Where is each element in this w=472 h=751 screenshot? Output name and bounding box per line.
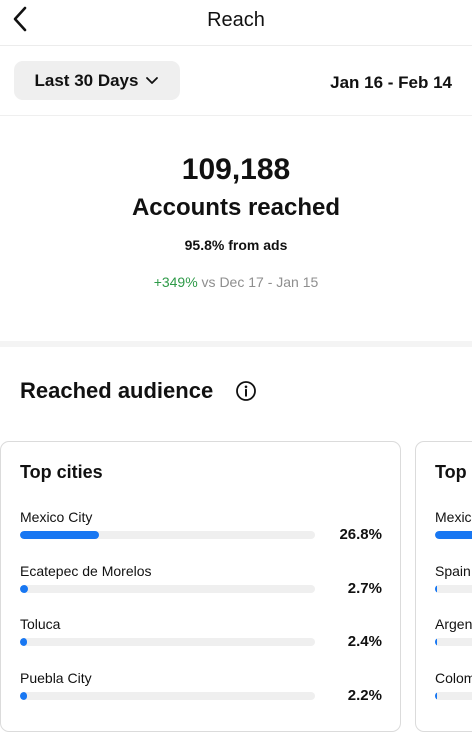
- city-bar-track: [20, 638, 315, 646]
- country-bar-fill: [435, 638, 438, 646]
- chevron-left-icon: [12, 6, 28, 37]
- country-bar-fill: [435, 585, 438, 593]
- country-bar-track: [435, 692, 472, 700]
- section-divider: [0, 341, 472, 347]
- country-row: Spain: [435, 563, 472, 603]
- date-range-label: Last 30 Days: [34, 70, 139, 90]
- accounts-reached-value: 109,188: [181, 153, 291, 186]
- country-bar-track: [435, 585, 472, 593]
- city-name: Toluca: [20, 616, 61, 632]
- city-row: Mexico City 26.8%: [20, 509, 400, 549]
- city-name: Puebla City: [20, 670, 92, 686]
- back-button[interactable]: [8, 6, 32, 36]
- section-title: Reached audience: [20, 378, 214, 403]
- comparison-period: vs Dec 17 - Jan 15: [197, 274, 319, 290]
- city-bar-track: [20, 692, 315, 700]
- reach-summary: 109,188 Accounts reached 95.8% from ads …: [0, 117, 472, 341]
- country-row: Mexic: [435, 509, 472, 549]
- date-range-dropdown[interactable]: Last 30 Days: [14, 61, 180, 100]
- city-row: Ecatepec de Morelos 2.7%: [20, 563, 400, 603]
- city-percent: 2.2%: [347, 687, 382, 704]
- ads-share-text: 95.8% from ads: [184, 237, 288, 253]
- city-bar-fill: [20, 531, 100, 539]
- country-name: Colom: [435, 670, 472, 686]
- country-name: Mexic: [435, 509, 472, 525]
- page-title: Reach: [207, 9, 265, 31]
- country-bar-track: [435, 531, 472, 539]
- city-row: Puebla City 2.2%: [20, 670, 400, 710]
- comparison-text: +349% vs Dec 17 - Jan 15: [0, 274, 472, 290]
- header: Reach: [0, 0, 472, 46]
- city-percent: 2.4%: [347, 633, 382, 650]
- city-percent: 2.7%: [347, 580, 382, 597]
- date-range-text: Jan 16 - Feb 14: [330, 73, 452, 92]
- country-name: Argen: [435, 616, 472, 632]
- chevron-down-icon: [145, 76, 159, 86]
- accounts-reached-label: Accounts reached: [131, 194, 341, 221]
- city-row: Toluca 2.4%: [20, 616, 400, 656]
- top-countries-card[interactable]: Top Mexic Spain Argen Colom: [415, 441, 472, 732]
- change-percent: +349%: [153, 274, 198, 290]
- country-row: Colom: [435, 670, 472, 710]
- city-bar-fill: [20, 638, 28, 646]
- country-bar-fill: [435, 531, 472, 539]
- city-bar-track: [20, 531, 315, 539]
- city-name: Mexico City: [20, 509, 93, 525]
- date-range-row: Last 30 Days Jan 16 - Feb 14: [0, 46, 472, 116]
- country-name: Spain: [435, 563, 471, 579]
- info-icon[interactable]: [235, 380, 257, 402]
- city-bar-fill: [20, 585, 28, 593]
- city-bar-track: [20, 585, 315, 593]
- top-cities-card[interactable]: Top cities Mexico City 26.8% Ecatepec de…: [0, 441, 401, 732]
- country-bar-track: [435, 638, 472, 646]
- city-bar-fill: [20, 692, 28, 700]
- card-title: Top cities: [20, 462, 103, 482]
- card-title: Top: [435, 462, 467, 482]
- city-name: Ecatepec de Morelos: [20, 563, 152, 579]
- city-percent: 26.8%: [339, 526, 382, 543]
- country-bar-fill: [435, 692, 438, 700]
- country-row: Argen: [435, 616, 472, 656]
